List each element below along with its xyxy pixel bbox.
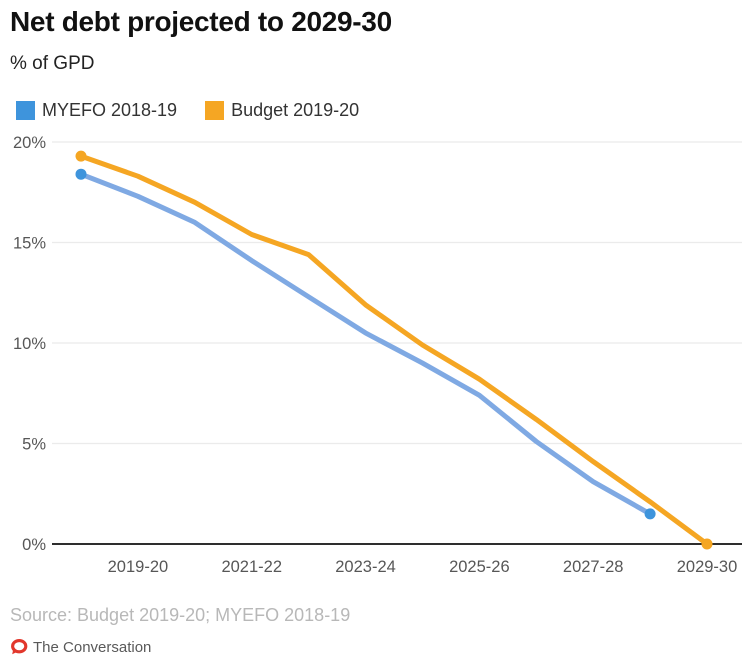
legend-item-budget: Budget 2019-20	[205, 100, 359, 121]
chart-legend: MYEFO 2018-19 Budget 2019-20	[16, 100, 359, 121]
x-tick-label: 2019-20	[108, 558, 169, 576]
speech-bubble-o-icon	[11, 639, 28, 655]
legend-item-myefo: MYEFO 2018-19	[16, 100, 177, 121]
x-tick-label: 2029-30	[677, 558, 738, 576]
y-tick-label: 0%	[22, 536, 46, 554]
legend-swatch-budget	[205, 101, 225, 120]
x-tick-label: 2021-22	[221, 558, 282, 576]
series-endpoint-dot-myefo-2018-19	[644, 508, 656, 520]
chart-subtitle: % of GPD	[10, 53, 95, 74]
legend-label-budget: Budget 2019-20	[231, 100, 360, 120]
brand-name: The Conversation	[33, 639, 152, 656]
x-tick-label: 2025-26	[449, 558, 510, 576]
brand-logo: The Conversation	[10, 639, 151, 656]
source-note: Source: Budget 2019-20; MYEFO 2018-19	[10, 605, 351, 625]
legend-label-myefo: MYEFO 2018-19	[42, 100, 178, 120]
series-line-budget-2019-20	[78, 153, 710, 547]
y-tick-label: 10%	[13, 335, 46, 353]
y-tick-label: 15%	[13, 235, 46, 253]
plot-area: 0% 5% 10% 15% 20% 2019-20 2021-22 2023-24 2025-2…	[0, 130, 754, 590]
x-tick-label: 2023-24	[335, 558, 396, 576]
y-tick-label: 5%	[22, 436, 46, 454]
x-tick-label: 2027-28	[563, 558, 624, 576]
chart-title: Net debt projected to 2029-30	[10, 6, 392, 37]
series-endpoint-dot-budget-2019-20	[75, 150, 87, 162]
series-endpoint-dot-myefo-2018-19	[75, 168, 87, 180]
series-endpoint-dot-budget-2019-20	[701, 538, 713, 550]
series-line-myefo-2018-19	[78, 171, 653, 517]
legend-swatch-myefo	[16, 101, 35, 120]
chart-canvas: 0% 5% 10% 15% 20% 2019-20 2021-22 2023-24 2025-2…	[13, 134, 742, 576]
y-tick-label: 20%	[13, 134, 46, 152]
